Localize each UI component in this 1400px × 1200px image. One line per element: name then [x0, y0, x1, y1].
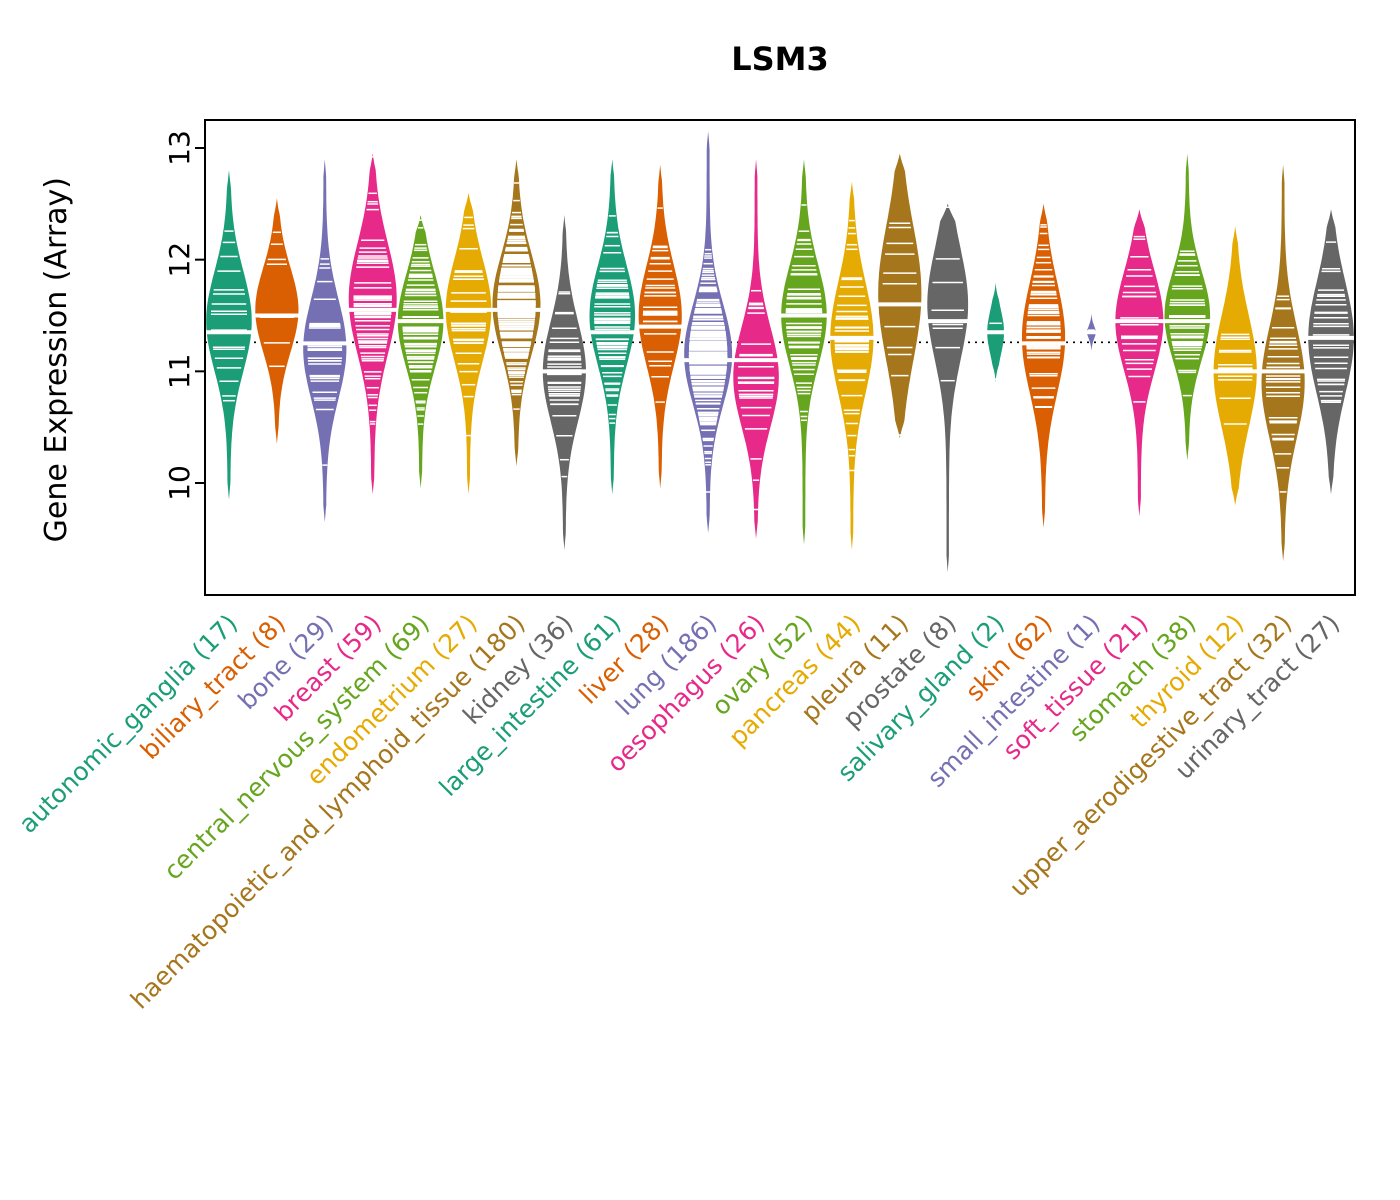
violin-shape [303, 159, 347, 523]
violin-shape [927, 203, 969, 573]
violin-central_nervous_system: central_nervous_system (69) [158, 215, 445, 886]
violin-shape [348, 153, 397, 495]
y-tick-label: 11 [163, 354, 196, 390]
x-tick-label: autonomic_ganglia (17) [13, 609, 243, 839]
violin-shape [1308, 209, 1354, 495]
violin-shape [255, 198, 299, 444]
violin-shape [1213, 226, 1257, 506]
violin-shape [1022, 203, 1066, 528]
violin-shape [206, 170, 252, 500]
violin-shape [1164, 153, 1211, 461]
violin-lung: lung (186) [610, 131, 734, 721]
y-tick-label: 13 [163, 130, 196, 166]
violin-shape [878, 153, 922, 439]
y-tick-label: 10 [163, 465, 196, 501]
violin-shape [733, 159, 779, 539]
violin-autonomic_ganglia: autonomic_ganglia (17) [13, 170, 253, 839]
y-tick-label: 12 [163, 242, 196, 278]
violin-shape [830, 181, 874, 550]
plot-border [204, 119, 1356, 596]
chart-title: LSM3 [731, 40, 829, 78]
violin-shape [781, 159, 827, 545]
